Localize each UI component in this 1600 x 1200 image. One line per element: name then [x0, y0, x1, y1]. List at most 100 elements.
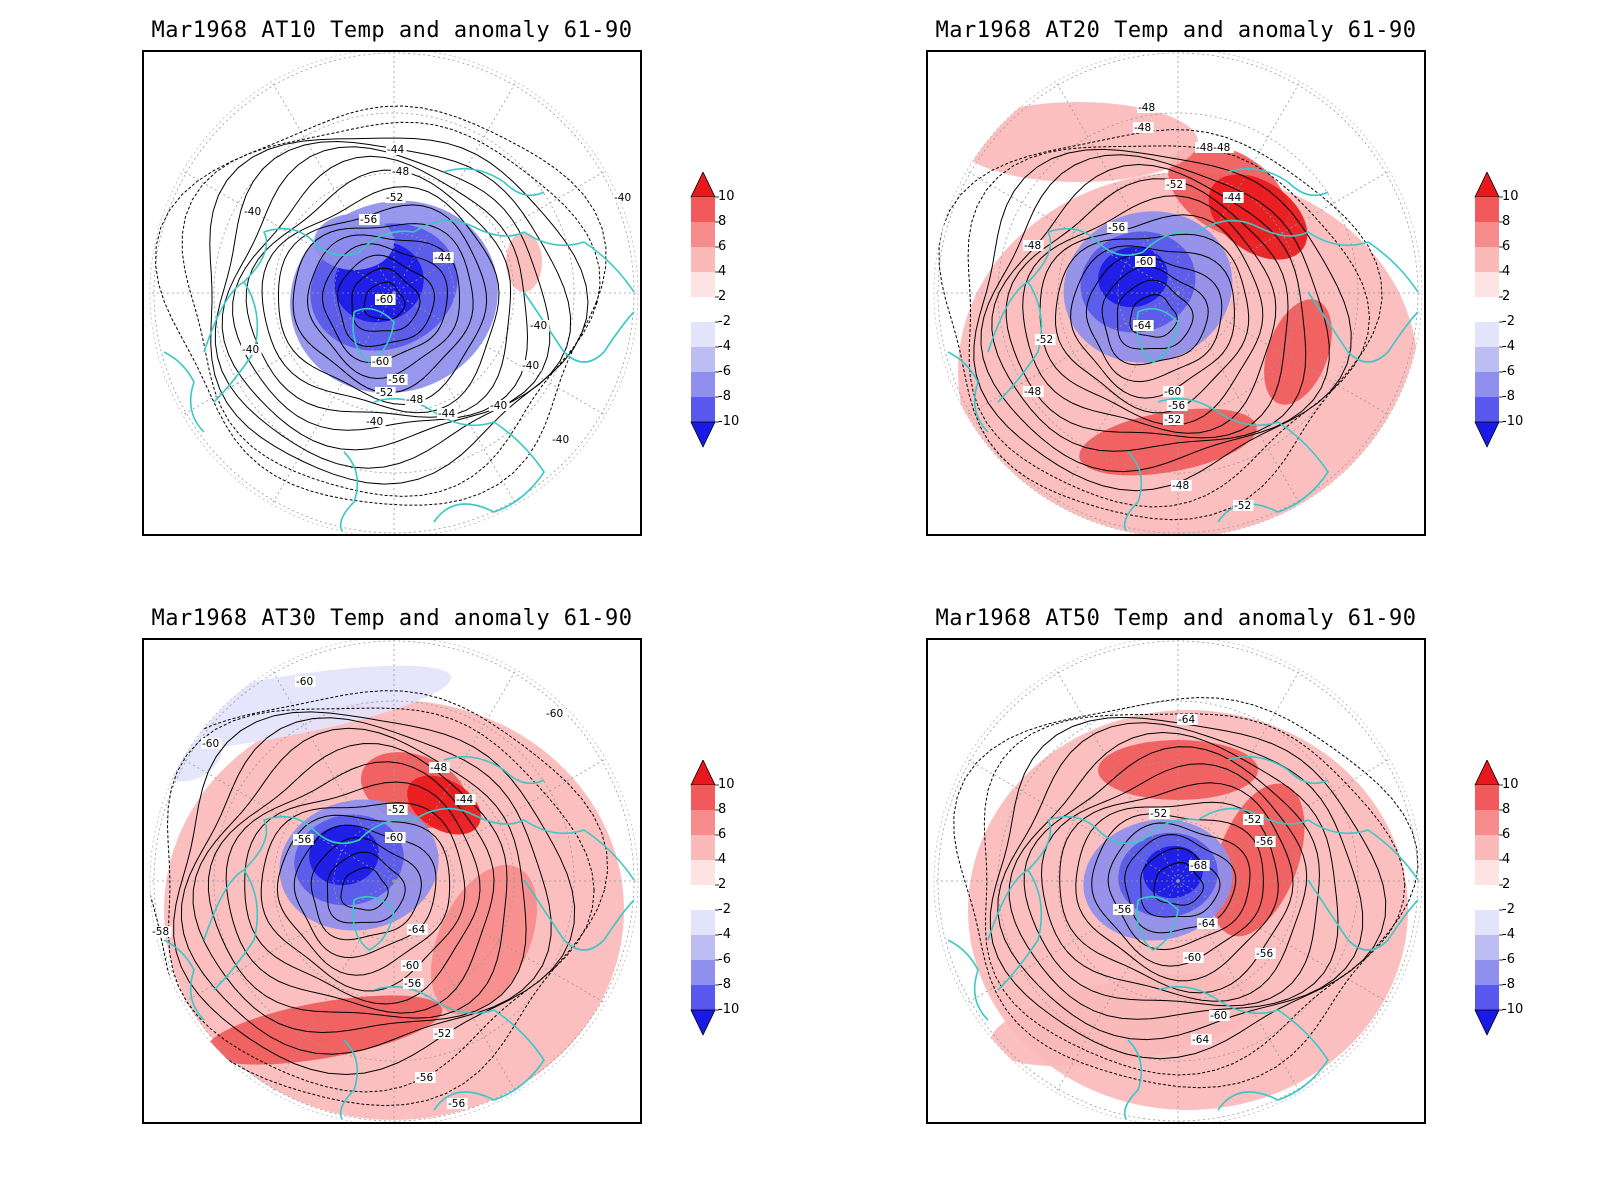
- svg-text:-64: -64: [1192, 1034, 1209, 1046]
- svg-text:-48: -48: [1138, 102, 1155, 114]
- svg-text:-60: -60: [1184, 952, 1201, 964]
- svg-text:-64: -64: [1198, 918, 1215, 930]
- svg-text:-64: -64: [408, 924, 425, 936]
- colorbar-label: -8: [718, 977, 731, 992]
- svg-text:-40: -40: [244, 206, 261, 218]
- colorbar-swatch: [691, 222, 715, 247]
- contour-label: -48-48: [1195, 142, 1235, 154]
- contour-label: -60: [201, 738, 222, 750]
- colorbar-label: -2: [718, 314, 731, 329]
- contour-label: -56: [293, 834, 314, 846]
- contour-label: -52: [387, 804, 408, 816]
- colorbar-swatch: [691, 960, 715, 985]
- contour-label: -58: [151, 926, 172, 938]
- colorbar-label: 2: [1502, 877, 1511, 892]
- contour-label: -48: [1023, 240, 1044, 252]
- colorbar-swatch: [691, 272, 715, 297]
- colorbar-label: 10: [718, 777, 735, 792]
- colorbar-swatch: [1475, 960, 1499, 985]
- svg-text:-60: -60: [1210, 1010, 1227, 1022]
- svg-text:-56: -56: [416, 1072, 433, 1084]
- svg-text:-60: -60: [546, 708, 563, 720]
- colorbar-swatch: [1475, 785, 1499, 810]
- contour-label: -40: [521, 360, 542, 372]
- colorbar-swatch: [691, 860, 715, 885]
- svg-text:-56: -56: [388, 374, 405, 386]
- colorbar-swatch: [691, 197, 715, 222]
- svg-text:-52: -52: [1150, 808, 1167, 820]
- colorbar-swatch: [1475, 860, 1499, 885]
- colorbar: [690, 760, 719, 1036]
- contour-label: -56: [447, 1098, 468, 1110]
- contour-label: -52: [385, 192, 406, 204]
- anomaly-region: [1264, 299, 1332, 405]
- colorbar-label: -10: [1502, 1002, 1524, 1017]
- svg-text:-58: -58: [152, 926, 169, 938]
- colorbar-label: 4: [1502, 264, 1511, 279]
- anomaly-region: [1211, 783, 1305, 937]
- contour-label: -40: [241, 344, 262, 356]
- contour-label: -64: [1133, 320, 1154, 332]
- colorbar-label: 4: [1502, 852, 1511, 867]
- svg-text:-44: -44: [434, 252, 451, 264]
- svg-text:-52: -52: [388, 804, 405, 816]
- svg-text:-52: -52: [386, 192, 403, 204]
- svg-text:-48: -48: [1134, 122, 1151, 134]
- contour-label: -40: [551, 434, 572, 446]
- contour-label: -44: [455, 794, 476, 806]
- contour-label: -44: [437, 408, 458, 420]
- colorbar-label: -2: [718, 902, 731, 917]
- colorbar-at10: 10 8 6 4 2 -2 -4 -6 -8 -10: [690, 172, 750, 462]
- coastlines: [947, 167, 1419, 534]
- svg-text:-40: -40: [242, 344, 259, 356]
- colorbar-label: 2: [718, 289, 727, 304]
- panel-title: Mar1968 AT10 Temp and anomaly 61-90: [151, 18, 633, 43]
- colorbar-label: 6: [718, 239, 727, 254]
- colorbar: [1474, 760, 1503, 1036]
- contour-label: -48: [405, 394, 426, 406]
- colorbar-label: -8: [1502, 977, 1515, 992]
- temperature-contours: [155, 105, 607, 506]
- colorbar-at50: 10 8 6 4 2 -2 -4 -6 -8 -10: [1474, 760, 1534, 1050]
- colorbar: [690, 172, 719, 448]
- svg-text:-40: -40: [522, 360, 539, 372]
- svg-text:-64: -64: [1134, 320, 1151, 332]
- svg-text:-60: -60: [376, 294, 393, 306]
- contour-label: -56: [403, 978, 424, 990]
- contour-label: -68: [1189, 860, 1210, 872]
- coastlines: [947, 755, 1419, 1122]
- contour-label: -56: [359, 214, 380, 226]
- contour-label: -48: [1171, 480, 1192, 492]
- colorbar-label: 10: [1502, 777, 1519, 792]
- colorbar-label: -2: [1502, 314, 1515, 329]
- contour-label: -60: [375, 294, 396, 306]
- colorbar-swatch: [691, 397, 715, 422]
- colorbar-swatch: [1475, 222, 1499, 247]
- colorbar-swatch: [691, 985, 715, 1010]
- svg-text:-48: -48: [1024, 240, 1041, 252]
- contour-label: -56: [1255, 836, 1276, 848]
- colorbar-swatch: [691, 910, 715, 935]
- colorbar-label: -10: [718, 1002, 740, 1017]
- svg-text:-52: -52: [376, 387, 393, 399]
- coastlines: [163, 755, 635, 1122]
- contour-label: -40: [489, 400, 510, 412]
- colorbar-swatch: [691, 297, 715, 322]
- colorbar-label: 10: [1502, 189, 1519, 204]
- svg-text:-56: -56: [1168, 400, 1185, 412]
- polar-map: -60 -60 -60 -48 -44 -52 -56 -60 -64 -60 -56 -58 -52 -…: [149, 640, 639, 1122]
- contour-label: -48: [1023, 386, 1044, 398]
- colorbar-label: 6: [718, 827, 727, 842]
- svg-text:-56: -56: [404, 978, 421, 990]
- colorbar-label: -2: [1502, 902, 1515, 917]
- map-frame: -60 -60 -60 -48 -44 -52 -56 -60 -64 -60 -56 -58 -52 -…: [142, 638, 642, 1124]
- svg-text:-40: -40: [530, 320, 547, 332]
- colorbar-label: -8: [1502, 389, 1515, 404]
- colorbar-swatch: [691, 372, 715, 397]
- colorbar-swatch: [1475, 372, 1499, 397]
- contour-label: -52: [433, 1028, 454, 1040]
- contour-label: -40: [243, 206, 264, 218]
- svg-text:-60: -60: [296, 676, 313, 688]
- map-frame: -48 -48 -48-48 -52 -44 -56 -48 -60 -64 -52 -48 -60-…: [926, 50, 1426, 536]
- svg-text:-48: -48: [392, 166, 409, 178]
